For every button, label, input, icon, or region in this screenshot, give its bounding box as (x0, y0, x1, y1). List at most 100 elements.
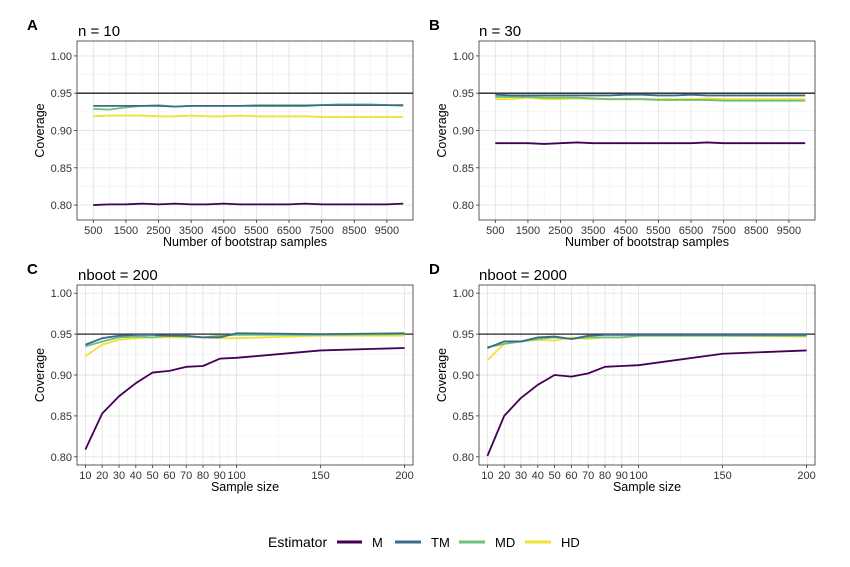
panel-label: A (27, 17, 38, 34)
x-tick-label: 80 (599, 470, 611, 482)
series-line-m (84, 347, 405, 450)
x-tick-label: 10 (481, 470, 493, 482)
x-axis: 500 1500 2500 3500 4500 5500 6500 7500 8500 9500 (84, 220, 399, 237)
x-tick-label: 500 (84, 225, 102, 237)
x-tick-label: 30 (515, 470, 527, 482)
legend-item-tm: TM (395, 535, 450, 550)
x-tick-label: 6500 (679, 225, 703, 237)
x-tick-label: 8500 (744, 225, 768, 237)
y-axis: 0.80 0.85 0.90 0.95 1.00 (453, 288, 479, 464)
panel-label: D (429, 261, 440, 278)
panel-title: n = 10 (78, 23, 120, 40)
series-group (495, 93, 806, 145)
y-tick-label: 0.80 (453, 452, 474, 464)
legend-items: M TM MD HD (337, 535, 580, 550)
y-tick-label: 0.85 (453, 163, 474, 175)
panel-label: C (27, 261, 38, 278)
y-axis-label: Coverage (435, 103, 449, 157)
legend-item-m: M (337, 535, 383, 550)
x-tick-label: 9500 (375, 225, 399, 237)
series-line-hd (93, 114, 404, 118)
panel-title: nboot = 200 (78, 267, 158, 284)
x-axis-label: Sample size (613, 480, 681, 494)
legend-label: TM (431, 535, 450, 550)
x-tick-label: 50 (146, 470, 158, 482)
y-axis-label: Coverage (33, 348, 47, 402)
x-axis-label: Sample size (211, 480, 279, 494)
gridlines (77, 285, 413, 465)
y-tick-label: 0.95 (453, 88, 474, 100)
x-tick-label: 9500 (777, 225, 801, 237)
x-tick-label: 70 (180, 470, 192, 482)
x-tick-label: 500 (486, 225, 504, 237)
x-tick-label: 7500 (711, 225, 735, 237)
y-tick-label: 0.90 (453, 370, 474, 382)
x-tick-label: 8500 (342, 225, 366, 237)
y-axis-label: Coverage (435, 348, 449, 402)
series-group (486, 334, 807, 457)
x-axis-label: Number of bootstrap samples (565, 235, 729, 249)
series-line-hd (84, 334, 405, 357)
y-axis: 0.80 0.85 0.90 0.95 1.00 (51, 51, 77, 212)
legend-label: MD (495, 535, 515, 550)
y-axis: 0.80 0.85 0.90 0.95 1.00 (453, 51, 479, 212)
x-axis: 10 20 30 40 50 60 70 80 90 100 150 200 (79, 465, 414, 482)
x-tick-label: 90 (616, 470, 628, 482)
series-line-tm (487, 334, 807, 349)
x-tick-label: 100 (629, 470, 647, 482)
series-group (84, 332, 405, 450)
legend-item-hd: HD (525, 535, 580, 550)
x-tick-label: 80 (197, 470, 209, 482)
x-tick-label: 70 (582, 470, 594, 482)
series-line-m (495, 141, 806, 145)
x-tick-label: 3500 (581, 225, 605, 237)
x-tick-label: 5500 (646, 225, 670, 237)
y-tick-label: 1.00 (51, 288, 72, 300)
y-tick-label: 0.80 (51, 200, 72, 212)
series-group (93, 103, 404, 206)
y-axis-label: Coverage (33, 103, 47, 157)
y-tick-label: 0.90 (51, 370, 72, 382)
legend-title: Estimator (268, 534, 327, 550)
y-tick-label: 0.80 (51, 452, 72, 464)
panel-title: nboot = 2000 (479, 267, 567, 284)
y-tick-label: 0.90 (453, 126, 474, 138)
panel-title: n = 30 (479, 23, 521, 40)
series-line-tm (85, 332, 405, 346)
gridlines (479, 285, 815, 465)
x-tick-label: 60 (163, 470, 175, 482)
panel-label: B (429, 17, 440, 34)
x-tick-label: 40 (532, 470, 544, 482)
x-tick-label: 2500 (146, 225, 170, 237)
legend-label: HD (561, 535, 580, 550)
x-tick-label: 3500 (179, 225, 203, 237)
legend: Estimator M TM MD HD (268, 534, 580, 550)
x-tick-label: 5500 (244, 225, 268, 237)
x-tick-label: 150 (713, 470, 731, 482)
x-tick-label: 20 (96, 470, 108, 482)
y-tick-label: 0.95 (51, 329, 72, 341)
x-axis: 500 1500 2500 3500 4500 5500 6500 7500 8500 9500 (486, 220, 801, 237)
x-tick-label: 100 (227, 470, 245, 482)
x-tick-label: 2500 (548, 225, 572, 237)
y-tick-label: 0.90 (51, 126, 72, 138)
x-tick-label: 6500 (277, 225, 301, 237)
y-tick-label: 0.80 (453, 200, 474, 212)
y-tick-label: 1.00 (453, 51, 474, 63)
y-tick-label: 0.85 (51, 411, 72, 423)
series-line-tm (93, 104, 404, 108)
x-axis-label: Number of bootstrap samples (163, 235, 327, 249)
x-tick-label: 40 (130, 470, 142, 482)
x-tick-label: 4500 (614, 225, 638, 237)
y-tick-label: 0.95 (453, 329, 474, 341)
x-tick-label: 200 (797, 470, 815, 482)
y-tick-label: 1.00 (453, 288, 474, 300)
x-tick-label: 10 (79, 470, 91, 482)
x-tick-label: 60 (565, 470, 577, 482)
y-tick-label: 0.85 (453, 411, 474, 423)
legend-item-md: MD (459, 535, 515, 550)
